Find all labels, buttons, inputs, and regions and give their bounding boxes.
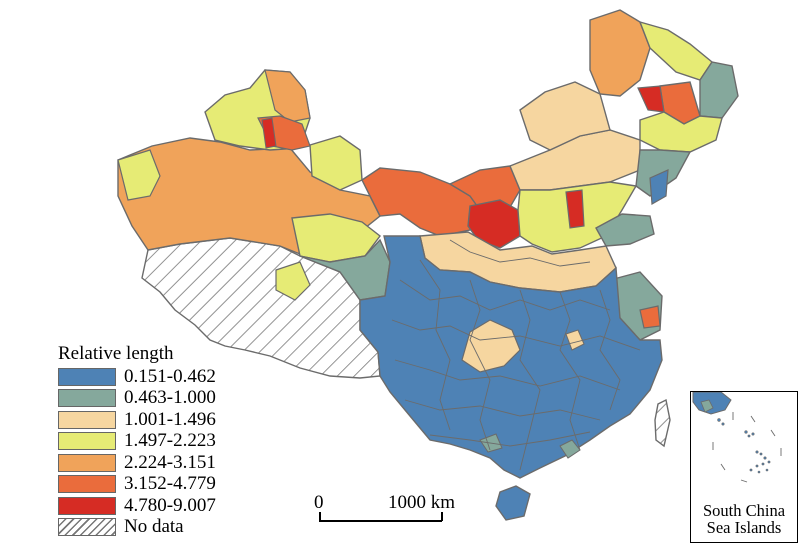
- scale-end-label: 1000 km: [388, 492, 456, 513]
- legend-item: 0.463-1.000: [58, 388, 308, 410]
- legend-title: Relative length: [58, 343, 174, 364]
- scale-tick: [441, 512, 443, 521]
- legend-item: 2.224-3.151: [58, 452, 308, 474]
- legend-swatch: [58, 475, 116, 494]
- region-heilongjiang-north: [638, 20, 713, 81]
- region-heilongjiang-east: [699, 61, 739, 119]
- inset-south-china-sea: South China Sea Islands: [690, 391, 798, 543]
- legend-swatch: [58, 453, 116, 472]
- inset-label: South China Sea Islands: [691, 502, 797, 536]
- region-tibet-no-data: [141, 237, 381, 379]
- region-xinjiang-kashgar: [117, 149, 161, 201]
- scale-bar: 0 1000 km: [306, 490, 466, 530]
- legend-label: No data: [124, 516, 184, 538]
- region-hulunbuir: [589, 9, 651, 97]
- scale-start-label: 0: [314, 492, 324, 513]
- region-xinjiang-altay: [264, 69, 311, 123]
- legend-swatch: [58, 389, 116, 408]
- legend-label: 1.497-2.223: [124, 430, 216, 452]
- scale-tick: [319, 512, 321, 521]
- region-xinjiang-karamay: [261, 117, 277, 149]
- legend-item: 4.780-9.007: [58, 495, 308, 517]
- region-shanghai: [639, 305, 661, 329]
- region-daqing: [637, 85, 665, 113]
- inset-label-line2: Sea Islands: [706, 518, 782, 537]
- legend-label: 1.001-1.496: [124, 408, 216, 430]
- legend-item: 1.001-1.496: [58, 409, 308, 431]
- legend-label: 0.151-0.462: [124, 365, 216, 387]
- region-ordos: [467, 199, 521, 249]
- legend-swatch: [58, 410, 116, 429]
- legend-swatch: [58, 432, 116, 451]
- legend-item: 1.497-2.223: [58, 431, 308, 453]
- region-qinghai-south: [275, 261, 311, 301]
- legend-swatch: [58, 367, 116, 386]
- legend-swatch-hatched: [58, 518, 116, 537]
- legend-item: 0.151-0.462: [58, 366, 308, 388]
- region-beijing-area: [565, 189, 585, 229]
- region-hainan: [495, 485, 531, 521]
- region-taiwan: [654, 398, 671, 448]
- legend: Relative length 0.151-0.462 0.463-1.000 …: [58, 343, 308, 538]
- region-chongqing: [461, 319, 521, 373]
- region-liaoning-coast: [649, 169, 669, 205]
- region-jilin: [639, 111, 723, 153]
- legend-label: 2.224-3.151: [124, 451, 216, 473]
- region-inner-mongolia-east: [519, 81, 611, 151]
- legend-label: 0.463-1.000: [124, 387, 216, 409]
- legend-item-no-data: No data: [58, 517, 308, 539]
- inset-label-line1: South China: [702, 501, 786, 520]
- scale-line: [319, 520, 442, 522]
- legend-label: 4.780-9.007: [124, 494, 216, 516]
- legend-item: 3.152-4.779: [58, 474, 308, 496]
- legend-label: 3.152-4.779: [124, 473, 216, 495]
- legend-swatch: [58, 496, 116, 515]
- county-boundaries: [391, 239, 641, 471]
- inset-map: [692, 392, 782, 483]
- region-wuhan: [565, 329, 585, 351]
